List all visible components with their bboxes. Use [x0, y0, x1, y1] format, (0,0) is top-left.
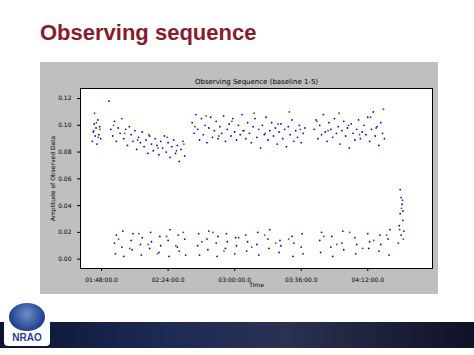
svg-text:03:00:00.0: 03:00:00.0 — [218, 276, 251, 283]
svg-text:0.02: 0.02 — [58, 228, 72, 235]
svg-text:Time: Time — [248, 281, 264, 288]
svg-text:0.04: 0.04 — [58, 202, 72, 209]
svg-text:03:36:00.0: 03:36:00.0 — [285, 276, 318, 283]
html-text:Observing sequence: Observing sequence — [40, 20, 257, 45]
svg-text:0.06: 0.06 — [58, 175, 72, 182]
svg-text:Amplitude of Observed Data: Amplitude of Observed Data — [49, 135, 57, 221]
svg-text:0.00: 0.00 — [58, 255, 72, 262]
svg-text:Observing Sequence (baseline 1: Observing Sequence (baseline 1-5) — [195, 78, 318, 86]
svg-text:04:12:00.0: 04:12:00.0 — [351, 276, 384, 283]
html-text:NRAO: NRAO — [12, 332, 42, 343]
svg-text:0.10: 0.10 — [58, 121, 72, 128]
svg-text:02:24:00.0: 02:24:00.0 — [152, 276, 185, 283]
svg-text:01:48:00.0: 01:48:00.0 — [85, 276, 118, 283]
svg-text:0.08: 0.08 — [58, 148, 72, 155]
svg-text:0.12: 0.12 — [58, 94, 72, 101]
